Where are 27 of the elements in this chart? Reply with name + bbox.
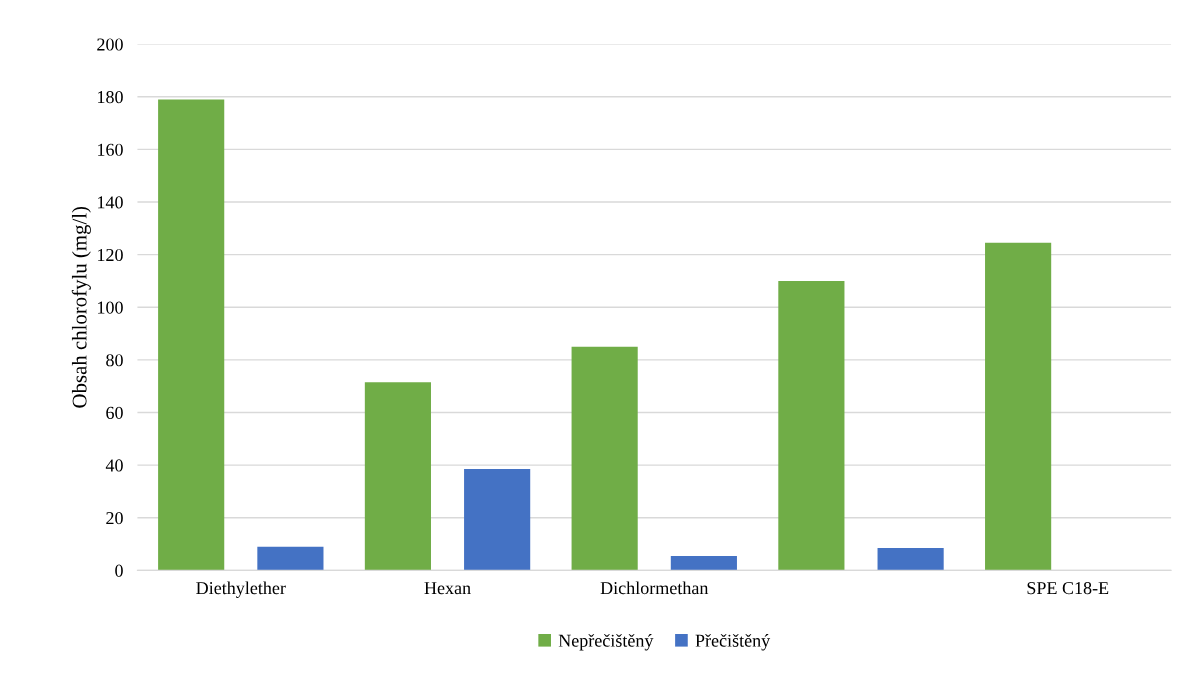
bar xyxy=(877,548,944,571)
y-tick-label: 200 xyxy=(97,38,123,51)
y-tick-label: 160 xyxy=(98,143,123,156)
y-tick-label: 140 xyxy=(98,196,123,209)
x-tick-label: Hexan xyxy=(424,582,471,595)
y-tick-label: 40 xyxy=(105,459,123,472)
y-axis-title: Obsah chlorofylu (mg/l) xyxy=(71,206,91,408)
y-tick-label: 100 xyxy=(98,301,123,314)
y-tick-label: 0 xyxy=(115,564,123,577)
bar xyxy=(464,469,531,571)
bar xyxy=(158,99,225,571)
bar xyxy=(571,346,638,571)
legend-label: Nepřečištěný xyxy=(558,634,654,651)
x-tick-label: SPE C18-E xyxy=(1027,581,1109,595)
bar xyxy=(364,382,431,571)
y-tick-label: 80 xyxy=(106,354,123,367)
bar xyxy=(670,555,737,571)
bar xyxy=(778,280,845,571)
y-tick-label: 60 xyxy=(106,406,123,419)
y-tick-label: 20 xyxy=(106,512,123,525)
y-tick-label: 120 xyxy=(98,248,123,262)
bar xyxy=(257,546,324,571)
x-tick-label: Dichlormethan xyxy=(600,581,709,595)
bar xyxy=(985,242,1052,571)
legend-label: Přečištěný xyxy=(695,634,771,651)
y-tick-label: 180 xyxy=(98,91,123,104)
x-tick-label: Diethylether xyxy=(196,581,286,598)
